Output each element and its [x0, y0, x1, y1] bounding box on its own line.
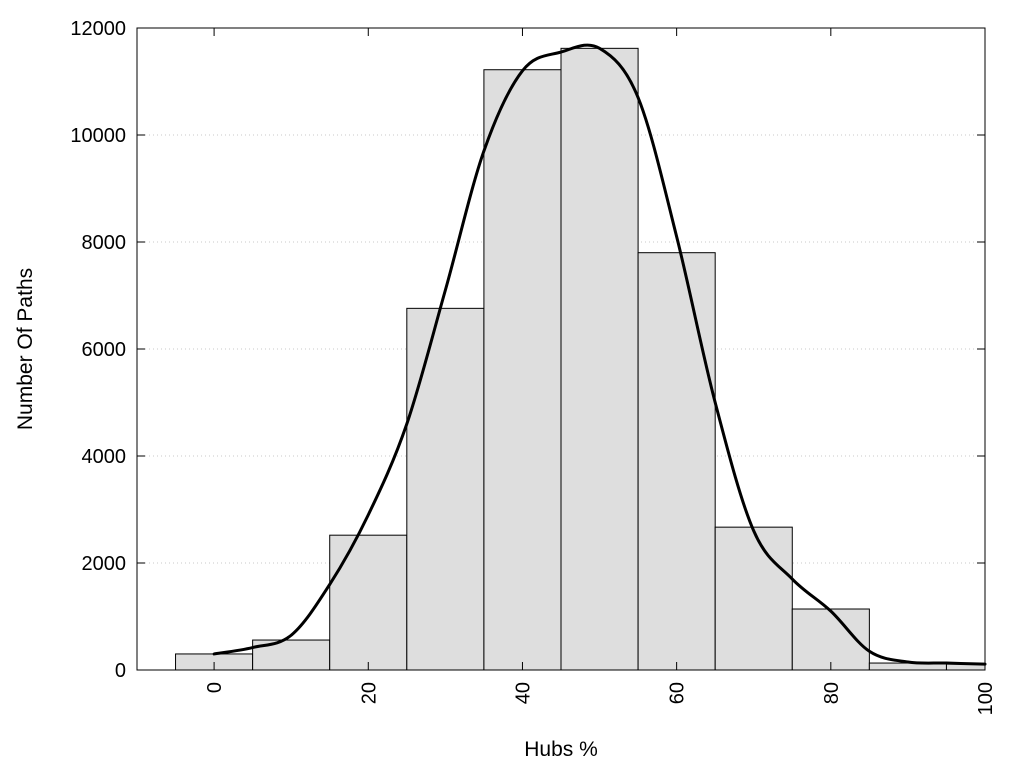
y-axis-label: Number Of Paths — [14, 268, 37, 430]
x-tick-label: 100 — [975, 682, 997, 715]
y-axis-ticks: 0 2000 4000 6000 8000 10000 12000 — [70, 18, 985, 682]
histogram-bar — [560, 47, 639, 670]
y-tick-label: 12000 — [70, 18, 126, 40]
histogram-bar — [406, 307, 485, 670]
histogram-bar — [483, 69, 562, 670]
density-curve-line — [212, 43, 987, 666]
y-tick-label: 10000 — [70, 125, 126, 147]
histogram-bars — [175, 47, 985, 670]
y-tick-label: 0 — [115, 660, 126, 682]
y-tick-label: 4000 — [82, 446, 127, 468]
x-axis-ticks: 0 20 40 60 80 100 — [204, 28, 997, 715]
histogram-bar — [637, 252, 716, 670]
histogram-bar — [714, 526, 793, 670]
density-curve — [212, 43, 987, 666]
x-tick-label: 80 — [821, 682, 843, 704]
y-tick-label: 2000 — [82, 553, 127, 575]
x-tick-label: 0 — [204, 682, 226, 693]
y-tick-label: 8000 — [82, 232, 127, 254]
x-tick-label: 20 — [358, 682, 380, 704]
x-tick-label: 40 — [512, 682, 534, 704]
y-tick-label: 6000 — [82, 339, 127, 361]
x-tick-label: 60 — [667, 682, 689, 704]
histogram-bar — [329, 534, 408, 670]
x-axis-label: Hubs % — [524, 738, 598, 761]
